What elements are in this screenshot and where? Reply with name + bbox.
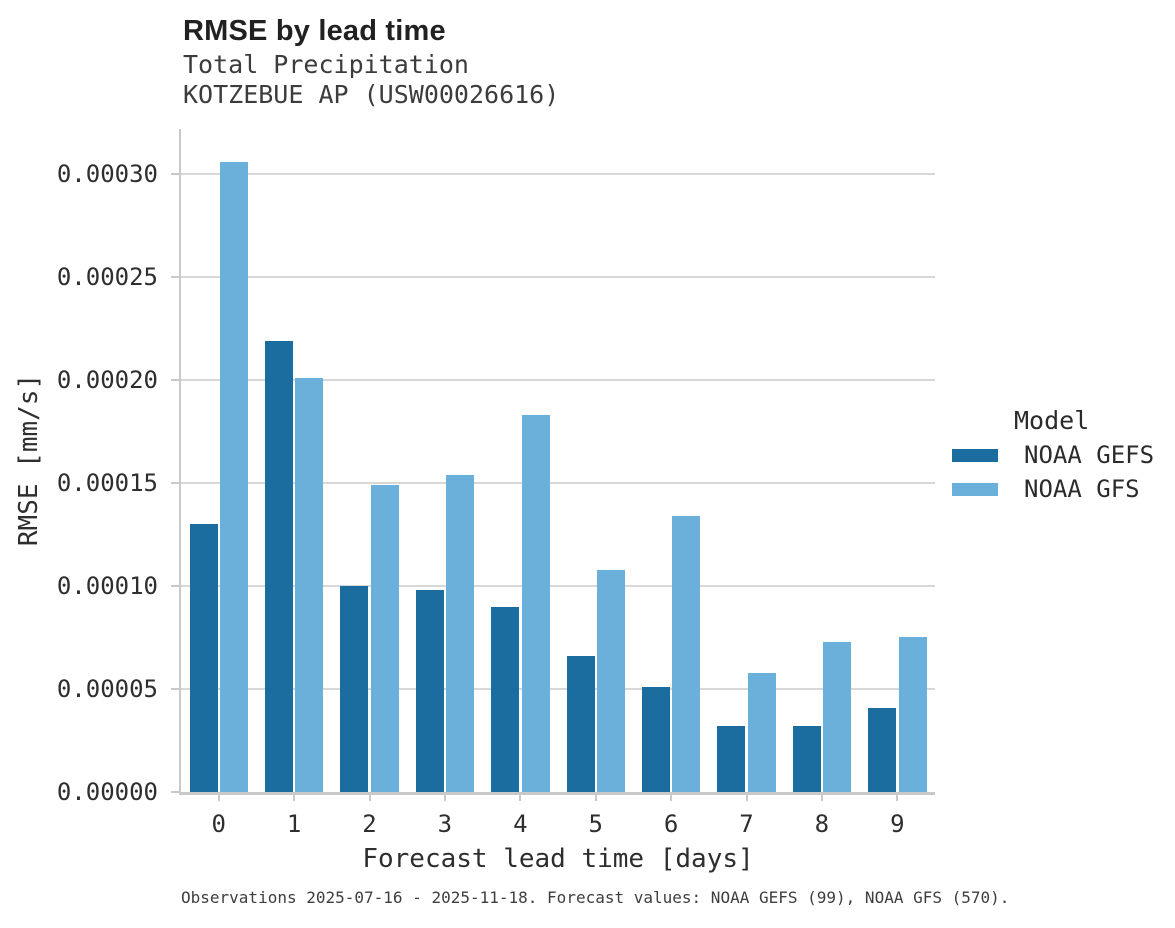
y-tick-mark [171, 482, 179, 484]
x-tick-label: 3 [437, 810, 453, 838]
footer-caption: Observations 2025-07-16 - 2025-11-18. Fo… [181, 888, 1010, 907]
bar-noaa-gefs-day-9 [868, 708, 897, 792]
y-tick-label: 0.00010 [56, 572, 158, 600]
bar-noaa-gefs-day-1 [264, 341, 293, 792]
gridline-0.00010 [181, 585, 935, 587]
legend-title: Model [1014, 406, 1090, 435]
y-tick-label: 0.00030 [56, 160, 158, 188]
y-tick-mark [171, 276, 179, 278]
bar-noaa-gefs-day-3 [415, 590, 444, 792]
chart-header: RMSE by lead time Total Precipitation KO… [183, 13, 559, 109]
bar-noaa-gfs-day-9 [898, 637, 927, 792]
legend-swatch [952, 448, 998, 462]
x-tick-label: 8 [814, 810, 830, 838]
bar-noaa-gfs-day-7 [747, 673, 776, 792]
x-tick-mark [368, 795, 371, 801]
x-tick-label: 9 [890, 810, 905, 838]
x-tick-label: 1 [286, 810, 302, 838]
x-axis-title: Forecast lead time [days] [362, 844, 754, 874]
bar-noaa-gfs-day-6 [672, 516, 701, 792]
x-tick-label: 6 [663, 810, 679, 838]
gridline-0.00025 [181, 276, 935, 278]
x-tick-label: 7 [739, 810, 754, 838]
y-tick-label: 0.00020 [56, 366, 158, 394]
y-tick-mark [171, 173, 179, 175]
legend-label: NOAA GFS [1024, 475, 1140, 503]
y-axis-spine [179, 129, 181, 794]
bar-noaa-gfs-day-0 [220, 162, 248, 792]
bar-noaa-gfs-day-8 [823, 642, 852, 792]
y-tick-label: 0.00025 [56, 263, 158, 291]
chart-title: RMSE by lead time [183, 15, 446, 47]
bar-noaa-gfs-day-5 [597, 570, 625, 792]
bar-noaa-gfs-day-3 [446, 475, 475, 792]
bar-noaa-gefs-day-6 [641, 687, 670, 792]
y-tick-label: 0.00000 [56, 778, 158, 806]
x-tick-mark [670, 795, 673, 801]
chart-subtitle-variable: Total Precipitation [183, 50, 469, 79]
legend-item-noaa-gefs: NOAA GEFS [952, 438, 1174, 472]
legend-label: NOAA GEFS [1024, 441, 1155, 469]
bar-noaa-gfs-day-4 [521, 415, 550, 792]
x-tick-mark [519, 795, 522, 801]
y-tick-label: 0.00005 [56, 675, 158, 703]
y-tick-label: 0.00015 [56, 469, 158, 497]
bar-noaa-gefs-day-5 [566, 656, 595, 792]
y-axis-title: RMSE [mm/s] [14, 373, 44, 547]
gridline-0.00015 [181, 482, 935, 484]
bar-noaa-gefs-day-0 [189, 524, 218, 792]
x-tick-label: 5 [588, 810, 603, 838]
plot-area: RMSE [mm/s] Forecast lead time [days] 0.… [14, 129, 935, 874]
x-axis-spine [179, 792, 935, 795]
x-tick-label: 4 [513, 810, 528, 838]
x-tick-mark [745, 795, 748, 801]
y-tick-mark [171, 585, 179, 587]
y-tick-mark [171, 688, 179, 690]
x-tick-mark [293, 795, 296, 801]
bar-noaa-gefs-day-7 [717, 726, 746, 792]
legend: Model NOAA GEFS NOAA GFS [952, 404, 1174, 506]
bar-noaa-gfs-day-1 [295, 378, 324, 792]
x-tick-label: 0 [211, 810, 226, 838]
bar-noaa-gfs-day-2 [370, 485, 399, 792]
legend-swatch [952, 482, 998, 496]
bar-noaa-gefs-day-8 [792, 726, 821, 792]
x-tick-mark [594, 795, 597, 801]
x-tick-mark [896, 795, 899, 801]
x-tick-label: 2 [362, 810, 377, 838]
gridline-0.00020 [181, 379, 935, 381]
bar-noaa-gefs-day-2 [340, 586, 369, 792]
bar-noaa-gefs-day-4 [491, 607, 520, 792]
chart-subtitle-station: KOTZEBUE AP (USW00026616) [183, 79, 560, 109]
y-tick-mark [171, 791, 179, 793]
y-tick-mark [171, 379, 179, 381]
x-tick-mark [443, 795, 446, 801]
legend-items: NOAA GEFS NOAA GFS [952, 438, 1174, 506]
gridline-0.00030 [181, 173, 935, 175]
x-tick-mark [820, 795, 823, 801]
gridline-0.00005 [181, 688, 935, 690]
legend-item-noaa-gfs: NOAA GFS [952, 472, 1174, 506]
x-tick-mark [217, 795, 220, 801]
